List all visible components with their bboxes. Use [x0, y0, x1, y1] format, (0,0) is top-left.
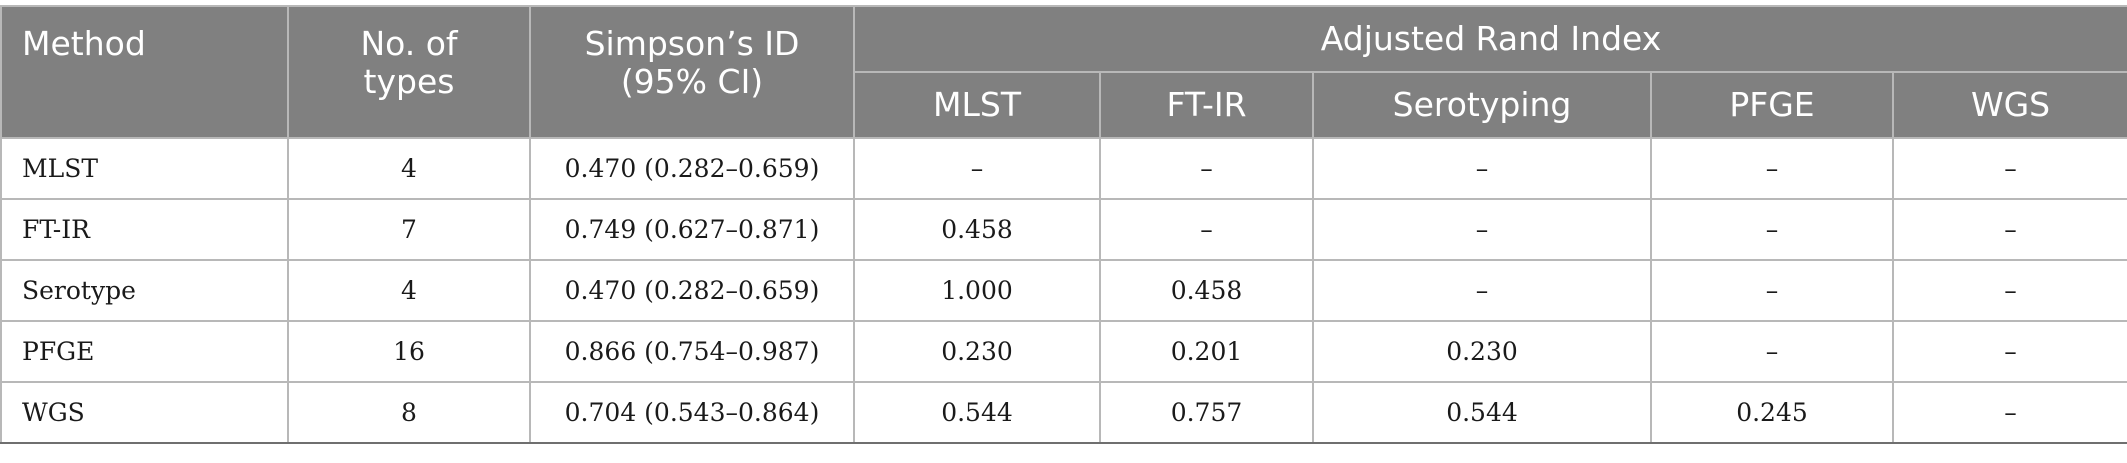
ari-mlst-cell: 0.458 — [853, 198, 1101, 261]
ari-pfge-cell: – — [1650, 320, 1894, 383]
types-cell: 16 — [287, 320, 531, 383]
types-cell: 7 — [287, 198, 531, 261]
ari-pfge-cell: 0.245 — [1650, 381, 1894, 444]
ari-mlst-cell: 1.000 — [853, 259, 1101, 322]
ari-ftir-cell: 0.757 — [1099, 381, 1314, 444]
table-header: Method No. of types Simpson’s ID (95% CI… — [0, 5, 2127, 139]
method-cell: MLST — [0, 137, 289, 200]
header-adjusted-rand-index: Adjusted Rand Index — [852, 5, 2127, 73]
ari-pfge-cell: – — [1650, 137, 1894, 200]
ari-serotyping-cell: 0.544 — [1312, 381, 1652, 444]
table-row: WGS 8 0.704 (0.543–0.864) 0.544 0.757 0.… — [0, 381, 2127, 444]
ari-wgs-cell: – — [1891, 198, 2127, 261]
method-cell: FT-IR — [0, 198, 289, 261]
simpson-cell: 0.749 (0.627–0.871) — [529, 198, 855, 261]
subheader-wgs: WGS — [1891, 71, 2127, 139]
ari-mlst-cell: – — [853, 137, 1101, 200]
subheader-ft-ir: FT-IR — [1099, 71, 1314, 139]
ari-serotyping-cell: – — [1312, 198, 1652, 261]
types-cell: 8 — [287, 381, 531, 444]
types-cell: 4 — [287, 137, 531, 200]
simpson-cell: 0.866 (0.754–0.987) — [529, 320, 855, 383]
table-row: FT-IR 7 0.749 (0.627–0.871) 0.458 – – – … — [0, 198, 2127, 261]
ari-ftir-cell: 0.201 — [1099, 320, 1314, 383]
ari-ftir-cell: – — [1099, 198, 1314, 261]
simpson-cell: 0.704 (0.543–0.864) — [529, 381, 855, 444]
simpson-cell: 0.470 (0.282–0.659) — [529, 137, 855, 200]
header-simpsons-id: Simpson’s ID (95% CI) — [529, 5, 855, 139]
table-row: MLST 4 0.470 (0.282–0.659) – – – – – — [0, 137, 2127, 200]
ari-pfge-cell: – — [1650, 198, 1894, 261]
table-row: PFGE 16 0.866 (0.754–0.987) 0.230 0.201 … — [0, 320, 2127, 383]
method-cell: PFGE — [0, 320, 289, 383]
header-types-line2: types — [363, 62, 455, 101]
ari-serotyping-cell: – — [1312, 137, 1652, 200]
table-body: MLST 4 0.470 (0.282–0.659) – – – – – FT-… — [0, 137, 2127, 444]
ari-wgs-cell: – — [1891, 320, 2127, 383]
ari-wgs-cell: – — [1891, 137, 2127, 200]
method-cell: WGS — [0, 381, 289, 444]
ari-serotyping-cell: 0.230 — [1312, 320, 1652, 383]
ari-mlst-cell: 0.230 — [853, 320, 1101, 383]
header-no-of-types: No. of types — [287, 5, 531, 139]
header-method: Method — [0, 5, 289, 139]
ari-ftir-cell: – — [1099, 137, 1314, 200]
types-cell: 4 — [287, 259, 531, 322]
subheader-serotyping: Serotyping — [1312, 71, 1652, 139]
ari-mlst-cell: 0.544 — [853, 381, 1101, 444]
header-types-line1: No. of — [360, 24, 458, 63]
subheader-mlst: MLST — [853, 71, 1101, 139]
header-simpson-line2: (95% CI) — [620, 62, 764, 101]
header-simpson-line1: Simpson’s ID — [584, 24, 800, 63]
ari-wgs-cell: – — [1891, 259, 2127, 322]
ari-serotyping-cell: – — [1312, 259, 1652, 322]
ari-ftir-cell: 0.458 — [1099, 259, 1314, 322]
ari-pfge-cell: – — [1650, 259, 1894, 322]
simpson-cell: 0.470 (0.282–0.659) — [529, 259, 855, 322]
ari-wgs-cell: – — [1891, 381, 2127, 444]
table-row: Serotype 4 0.470 (0.282–0.659) 1.000 0.4… — [0, 259, 2127, 322]
comparison-table: Method No. of types Simpson’s ID (95% CI… — [0, 5, 2127, 444]
subheader-pfge: PFGE — [1650, 71, 1894, 139]
method-cell: Serotype — [0, 259, 289, 322]
